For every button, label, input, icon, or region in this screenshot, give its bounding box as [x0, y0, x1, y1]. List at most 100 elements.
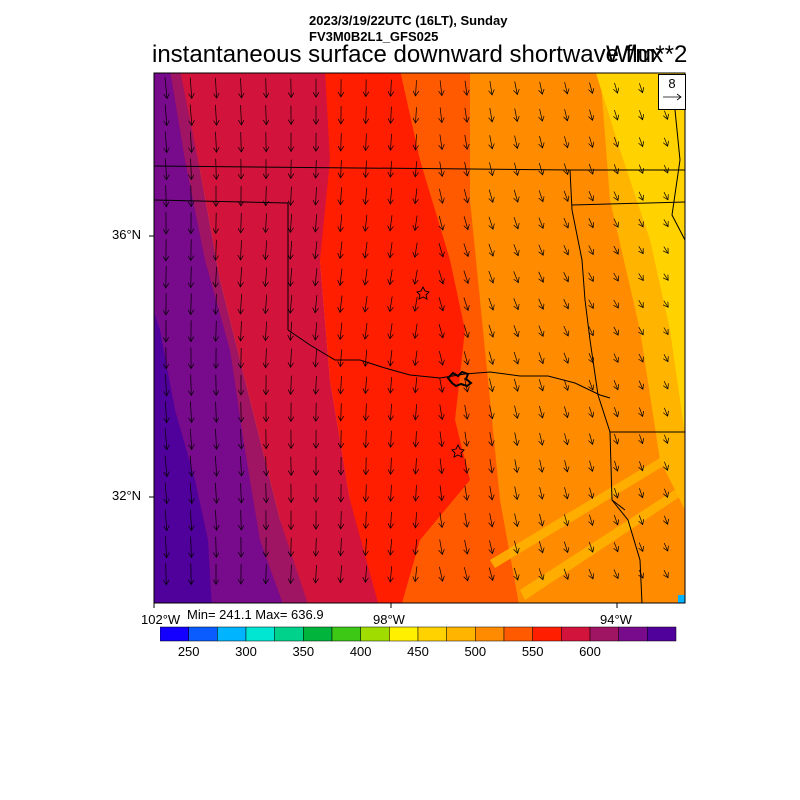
wind-vector	[664, 380, 668, 389]
wind-vector	[391, 79, 392, 97]
wind-vector	[440, 377, 443, 393]
wind-vector	[340, 214, 342, 231]
wind-vector	[315, 322, 317, 340]
wind-vector	[614, 218, 618, 228]
wind-vector	[290, 267, 292, 286]
wind-vector	[465, 404, 468, 419]
wind-vector	[463, 270, 468, 284]
wind-vector	[515, 432, 518, 446]
wind-vector	[191, 536, 192, 558]
wind-vector	[416, 431, 417, 447]
wind-vector	[614, 406, 617, 417]
wind-vector	[265, 294, 266, 314]
wind-vector	[538, 244, 543, 256]
wind-vector	[365, 214, 367, 231]
wind-vector	[614, 191, 618, 201]
wind-vector	[465, 512, 467, 527]
wind-vector	[241, 428, 242, 449]
wind-vector	[190, 131, 191, 153]
wind-vector	[415, 350, 417, 366]
wind-vector	[316, 159, 317, 178]
colorbar-tick-label: 250	[177, 644, 200, 659]
wind-vector	[240, 267, 241, 287]
wind-vector	[365, 565, 366, 583]
colorbar-tick-label: 300	[235, 644, 257, 659]
wind-vector	[639, 434, 642, 443]
wind-vector	[564, 325, 568, 336]
border-tx-east	[611, 499, 626, 511]
wind-vector	[664, 542, 668, 551]
wind-vector	[564, 217, 568, 228]
wind-vector	[538, 271, 544, 282]
wind-vector	[590, 109, 593, 121]
wind-vector	[565, 487, 568, 499]
wind-vector	[165, 77, 167, 99]
wind-vector	[664, 273, 668, 281]
vector-reference-box: 8	[658, 74, 686, 110]
wind-vector	[315, 348, 316, 367]
wind-vector	[639, 353, 643, 362]
wind-vector	[664, 219, 668, 226]
wind-vector	[316, 564, 317, 583]
wind-vector	[216, 158, 217, 180]
lon-label-98: 98°W	[373, 612, 405, 627]
wind-vector	[216, 131, 217, 152]
wind-vector	[166, 563, 167, 585]
wind-vector	[241, 131, 242, 152]
wind-vector	[639, 488, 642, 497]
wind-vector	[564, 379, 568, 391]
wind-vector	[191, 374, 192, 396]
date-line: 2023/3/19/22UTC (16LT), Sunday	[309, 13, 508, 28]
arrow-right-icon	[663, 93, 682, 101]
wind-vector	[589, 568, 593, 579]
wind-vector	[391, 511, 392, 528]
wind-vector	[215, 104, 216, 125]
wind-vector	[265, 240, 266, 259]
wind-vector	[589, 245, 593, 255]
wind-vector	[539, 568, 543, 579]
wind-vector	[465, 107, 467, 122]
wind-vector	[291, 564, 292, 584]
wind-vector	[316, 375, 317, 394]
wind-vector	[614, 272, 619, 281]
wind-vector	[440, 107, 442, 122]
wind-vector	[266, 78, 267, 97]
wind-vector	[266, 483, 267, 502]
band-yellow	[595, 73, 685, 435]
wind-vector	[664, 327, 668, 335]
colorbar-swatch	[360, 626, 390, 642]
colorbar-tick-label: 550	[521, 644, 544, 659]
flux-field	[154, 73, 685, 603]
wind-vector	[365, 268, 367, 285]
wind-vector	[241, 78, 242, 98]
wind-vector	[639, 83, 642, 92]
wind-vector	[415, 566, 417, 581]
wind-vector	[540, 432, 543, 445]
wind-vector	[490, 108, 492, 122]
wind-vector	[513, 298, 518, 309]
wind-vector	[614, 299, 619, 308]
border-east	[671, 109, 685, 241]
colorbar-swatch	[503, 626, 533, 642]
wind-vector	[165, 401, 166, 422]
wind-vector	[315, 268, 317, 286]
wind-vector	[365, 241, 367, 258]
wind-vector	[664, 246, 668, 254]
colorbar	[160, 626, 677, 642]
wind-vector	[539, 352, 543, 363]
wind-vector	[639, 327, 643, 335]
wind-vector	[639, 380, 643, 390]
wind-vector	[365, 322, 367, 339]
wind-vector	[391, 403, 392, 420]
wind-vector	[390, 160, 391, 177]
wind-vector	[490, 405, 493, 418]
wind-vector	[415, 296, 417, 311]
border-panhandle	[154, 199, 289, 330]
wind-vector	[590, 82, 593, 94]
wind-vector	[614, 245, 618, 254]
wind-vector	[290, 321, 291, 341]
wind-vector	[415, 539, 416, 554]
wind-vector	[190, 428, 191, 450]
wind-vector	[490, 432, 492, 446]
